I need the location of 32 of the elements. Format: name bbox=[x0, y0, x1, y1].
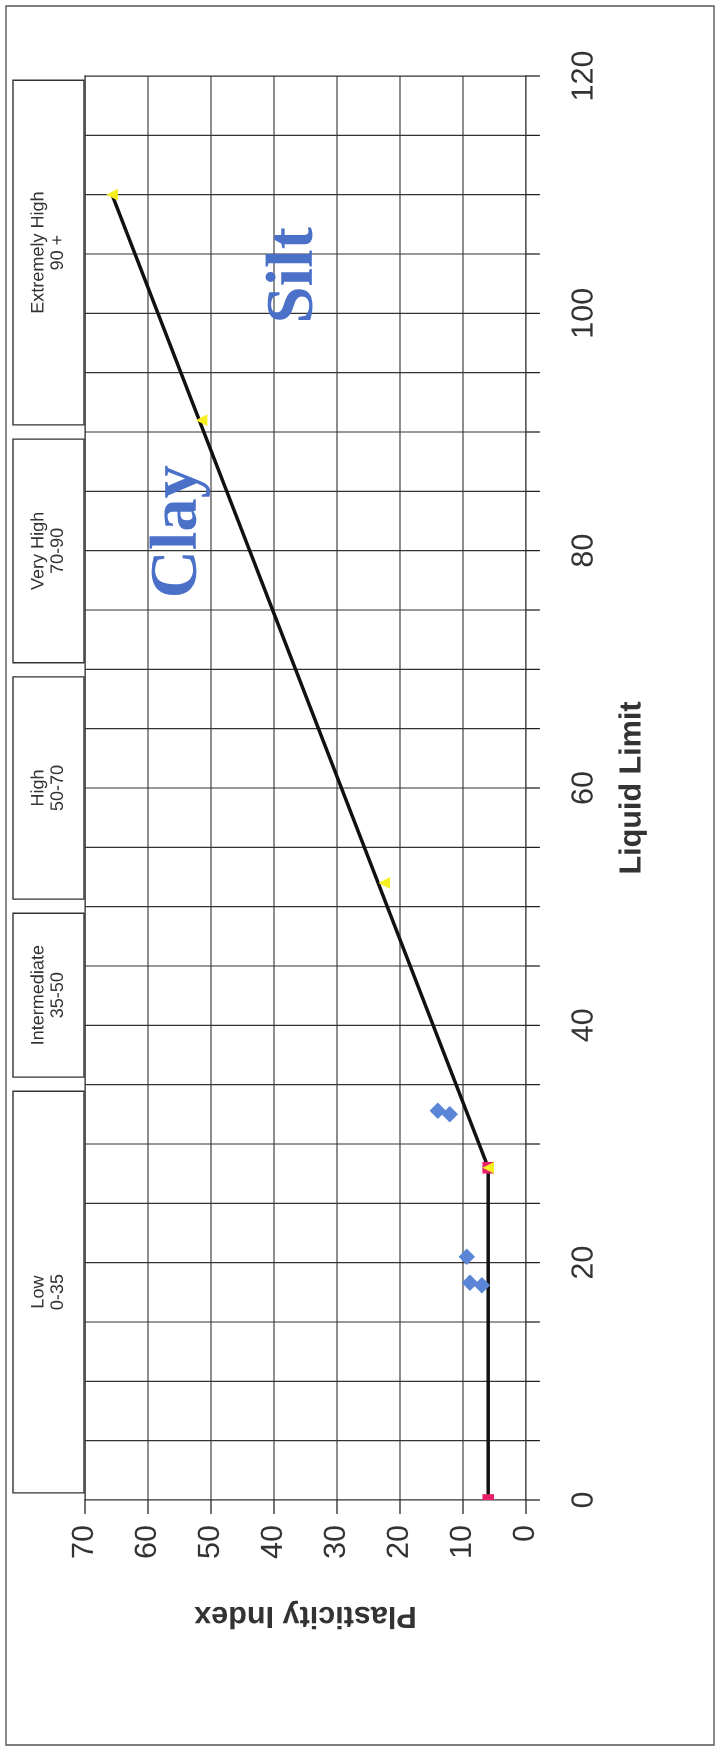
x-tick-label: 70 bbox=[71, 1526, 94, 1558]
point bbox=[473, 1277, 491, 1294]
point bbox=[429, 1102, 447, 1119]
x-tick-label: 20 bbox=[386, 1526, 409, 1558]
point bbox=[458, 1248, 475, 1265]
annotation: Clay bbox=[149, 465, 211, 596]
x-axis-title: Plasticity Index bbox=[194, 1600, 415, 1630]
y-tick-label: 80 bbox=[571, 534, 593, 567]
text: Intermediate 35-50 bbox=[30, 945, 64, 1044]
y-axis-title: Liquid Limit bbox=[618, 701, 647, 873]
x-tick-label: 60 bbox=[134, 1526, 157, 1558]
point bbox=[195, 414, 208, 426]
x-tick-label: 0 bbox=[512, 1526, 535, 1541]
y-tick-label: 120 bbox=[571, 51, 593, 100]
x-tick-label: 30 bbox=[323, 1526, 346, 1558]
text: Low 0-35 bbox=[31, 1274, 64, 1310]
y-tick-label: 60 bbox=[571, 772, 593, 804]
y-tick-label: 20 bbox=[571, 1246, 593, 1279]
point bbox=[106, 188, 118, 201]
x-tick-label: 40 bbox=[260, 1526, 283, 1559]
point bbox=[378, 877, 391, 889]
annotation: Silt bbox=[265, 227, 313, 320]
x-tick-label: 10 bbox=[449, 1526, 472, 1557]
y-tick-label: 100 bbox=[571, 289, 593, 337]
y-tick-label: 0 bbox=[571, 1492, 593, 1508]
x-tick-label: 50 bbox=[197, 1526, 220, 1558]
text: High 50-70 bbox=[30, 765, 64, 811]
text: Extremely High 90 + bbox=[30, 192, 64, 313]
y-tick-label: 40 bbox=[571, 1009, 593, 1042]
point bbox=[441, 1106, 458, 1123]
point bbox=[461, 1274, 479, 1292]
text: Very High 70-90 bbox=[30, 512, 64, 590]
